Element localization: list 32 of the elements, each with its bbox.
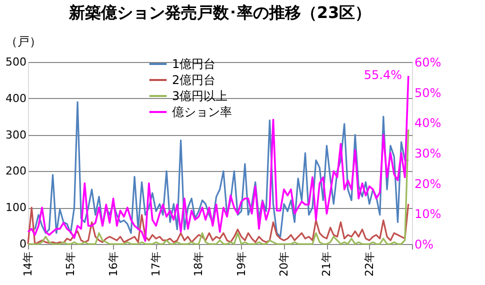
y2-tick-label: 0%: [414, 238, 434, 252]
chart-title: 新築億ション発売戸数･率の推移（23区）: [68, 3, 372, 22]
annotation: 55.4%: [364, 68, 402, 82]
y2-tick-label: 30%: [414, 146, 442, 160]
x-tick-label: 21年: [320, 252, 334, 276]
x-tick-label: 16年: [106, 252, 120, 276]
y2-tick-label: 50%: [414, 86, 442, 100]
x-tick-label: 22年: [362, 252, 376, 276]
y-axis-title: （戸）: [6, 34, 42, 48]
line-series: [34, 101, 410, 238]
y-tick-label: 300: [6, 128, 26, 142]
legend-label: 3億円以上: [172, 89, 228, 103]
legend-label: 億ション率: [172, 105, 232, 119]
x-tick-label: 20年: [277, 252, 290, 276]
y2-tick-label: 40%: [414, 116, 442, 130]
y2-tick-label: 60%: [414, 56, 442, 70]
legend-label: 2億円台: [172, 73, 216, 87]
x-tick-label: 19年: [234, 252, 248, 276]
x-tick-label: 18年: [192, 252, 206, 276]
y-tick-label: 200: [6, 164, 26, 178]
line-series: [27, 203, 410, 245]
y-tick-label: 500: [6, 56, 26, 68]
y2-tick-label: 20%: [414, 176, 442, 191]
y-tick-label: 400: [6, 92, 26, 105]
x-tick-label: 15年: [64, 252, 78, 276]
x-tick-label: 17年: [150, 252, 163, 276]
line-series: [27, 128, 410, 245]
x-tick-label: 14年: [22, 252, 34, 276]
legend-label: 1億円台: [172, 57, 216, 71]
y-tick-label: 100: [6, 201, 26, 214]
y-tick-label: 0: [20, 238, 26, 250]
y2-tick-label: 10%: [414, 207, 442, 222]
